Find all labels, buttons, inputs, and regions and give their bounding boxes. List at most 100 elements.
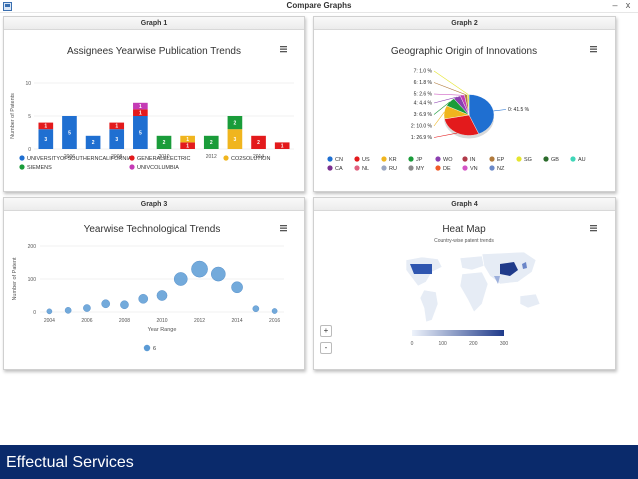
bar-data-label: 1	[281, 144, 284, 150]
scale-tick-label: 0	[411, 341, 414, 347]
legend-marker	[354, 165, 360, 171]
bar-segment[interactable]	[38, 129, 54, 149]
x-tick-label: 2012	[206, 154, 217, 160]
bar-data-label: 2	[163, 140, 166, 146]
legend-marker	[327, 165, 333, 171]
bubble-point[interactable]	[271, 308, 278, 314]
bar-segment[interactable]	[109, 129, 125, 149]
bar-data-label: 3	[115, 137, 118, 143]
bar-data-label: 2	[234, 120, 237, 126]
menu-line	[590, 48, 597, 50]
graph-panel-2: Graph 2 Geographic Origin of Innovations…	[313, 16, 616, 192]
europe-region[interactable]	[459, 255, 485, 271]
bar-segment[interactable]	[180, 142, 195, 149]
usa-region[interactable]	[410, 264, 432, 274]
bubble-point[interactable]	[138, 294, 149, 304]
bubble-point[interactable]	[173, 272, 188, 286]
bubble-point[interactable]	[191, 260, 208, 278]
bubble-point[interactable]	[46, 308, 53, 315]
japan-region[interactable]	[522, 262, 527, 269]
x-tick-label: 2006	[81, 318, 92, 324]
minimize-button[interactable]: –	[612, 0, 618, 10]
bubble-point[interactable]	[156, 290, 168, 301]
bar-segment[interactable]	[227, 116, 243, 130]
zoom-out-button[interactable]: -	[320, 342, 332, 354]
menu-line	[590, 51, 597, 53]
bubble-point[interactable]	[120, 300, 129, 310]
bar-segment[interactable]	[38, 122, 54, 130]
bar-data-label: 1	[115, 124, 118, 130]
graph-panel-4: Graph 4 Heat Map Country-wise patent tren…	[313, 197, 616, 370]
bar-segment[interactable]	[251, 135, 266, 149]
bar-segment[interactable]	[133, 116, 148, 149]
china-region[interactable]	[500, 262, 518, 276]
bar-segment[interactable]	[274, 142, 290, 149]
bar-data-label: 1	[186, 144, 189, 150]
bar-data-label: 3	[44, 137, 47, 143]
menu-line	[590, 225, 597, 227]
window-title: Compare Graphs	[286, 1, 352, 10]
bar-segment[interactable]	[227, 129, 243, 149]
hamburger-menu-icon[interactable]	[590, 46, 597, 53]
bar-segment[interactable]	[133, 102, 148, 110]
hamburger-menu-icon[interactable]	[280, 46, 287, 53]
bar-segment[interactable]	[180, 135, 195, 143]
bar-segment[interactable]	[62, 116, 77, 149]
scale-tick-label: 100	[438, 341, 447, 347]
pie-slice[interactable]	[444, 114, 480, 136]
save-icon[interactable]	[3, 2, 12, 11]
bubble-point[interactable]	[231, 281, 243, 294]
pie-data-label: 5: 2.6 %	[414, 92, 433, 98]
menu-line	[280, 46, 287, 48]
bubble-point[interactable]	[252, 305, 260, 312]
legend-label: AU	[578, 157, 586, 163]
panel-header: Graph 1	[4, 17, 304, 30]
y-tick-label: 0	[28, 147, 31, 153]
legend-label: UNIVCOLUMBIA	[137, 165, 179, 171]
bar-data-label: 1	[139, 111, 142, 117]
hamburger-menu-icon[interactable]	[590, 225, 597, 232]
y-axis-label: Number of Patent	[12, 257, 18, 301]
legend-marker	[408, 165, 414, 171]
legend-marker	[19, 155, 25, 161]
scale-tick-label: 200	[469, 341, 478, 347]
pie-data-label: 4: 4.4 %	[414, 101, 433, 107]
x-tick-label: 2004	[44, 318, 55, 324]
bar-data-label: 5	[68, 130, 71, 136]
pie-slice[interactable]	[468, 94, 495, 135]
x-tick-label: 2012	[194, 318, 205, 324]
pie-data-label: 0: 41.5 %	[508, 107, 530, 113]
bubble-point[interactable]	[211, 266, 226, 282]
hamburger-menu-icon[interactable]	[280, 225, 287, 232]
legend-marker	[354, 156, 360, 162]
menu-line	[280, 227, 287, 229]
legend-label: NL	[362, 166, 369, 172]
africa-region[interactable]	[459, 271, 489, 313]
pie-data-label: 3: 6.9 %	[414, 112, 433, 118]
south-america-region[interactable]	[419, 289, 439, 323]
graph-panel-1: Graph 1 Assignees Yearwise Publication T…	[3, 16, 305, 192]
bar-segment[interactable]	[133, 109, 148, 116]
india-region[interactable]	[494, 276, 500, 284]
legend-label: UNIVERSITYOFSOUTHERNCALIFORNIA	[27, 156, 132, 162]
bar-segment[interactable]	[156, 135, 172, 149]
bar-segment[interactable]	[85, 135, 101, 149]
bar-data-label: 2	[257, 140, 260, 146]
bubble-point[interactable]	[83, 304, 91, 312]
pie-label-connector	[433, 93, 463, 96]
zoom-in-button[interactable]: +	[320, 325, 332, 337]
australia-region[interactable]	[519, 293, 541, 309]
graph-panel-3: Graph 3 Yearwise Technological Trends 0 10…	[3, 197, 305, 370]
x-tick-label: 2016	[269, 318, 280, 324]
legend-label: JP	[416, 157, 423, 163]
close-button[interactable]: x	[625, 0, 631, 10]
legend-marker	[516, 156, 522, 162]
bar-segment[interactable]	[203, 135, 219, 149]
bar-data-label: 3	[234, 137, 237, 143]
pie-label-connector	[433, 70, 469, 95]
legend-marker	[327, 156, 333, 162]
bar-segment[interactable]	[109, 122, 125, 130]
chart-title: Yearwise Technological Trends	[84, 224, 221, 235]
bubble-point[interactable]	[101, 299, 110, 309]
bubble-point[interactable]	[64, 307, 72, 314]
